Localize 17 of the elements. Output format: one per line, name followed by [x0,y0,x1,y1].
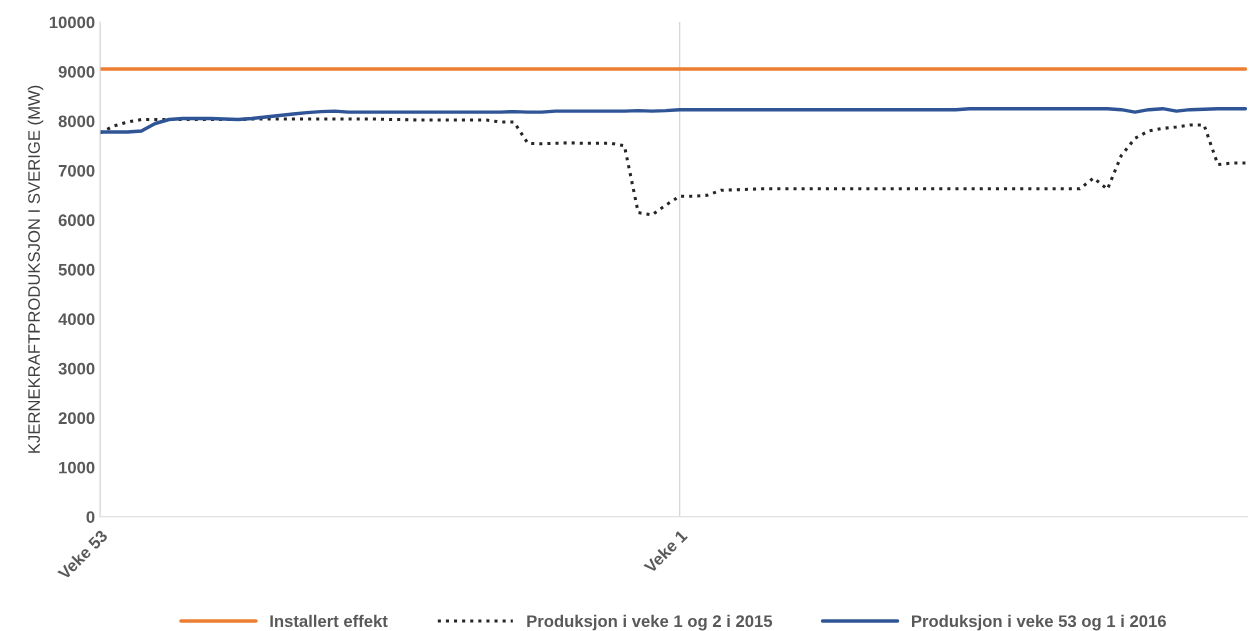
y-tick-label: 8000 [58,115,95,128]
legend-label: Produksjon i veke 53 og 1 i 2016 [912,614,1166,631]
y-axis-title: KJERNEKRAFTPRODUKSJON I SVERIGE (MW) [27,85,44,453]
y-tick-label: 1000 [59,461,95,474]
y-tick-label: 4000 [58,313,95,326]
y-tick-label: 3000 [58,362,95,375]
y-tick-label: 5000 [58,263,95,276]
y-tick-label: 10000 [49,16,95,29]
y-tick-label: 7000 [58,164,95,177]
x-tick-label: Veke 53 [56,529,109,581]
line-series [100,106,1248,134]
y-tick-label: 2000 [58,412,95,425]
legend-label: Installert effekt [270,614,388,628]
y-tick-label: 9000 [58,65,95,78]
y-tick-label: 6000 [58,214,95,227]
legend-label: Produksjon i veke 1 og 2 i 2015 [527,614,773,631]
y-tick-label: 0 [86,511,95,523]
